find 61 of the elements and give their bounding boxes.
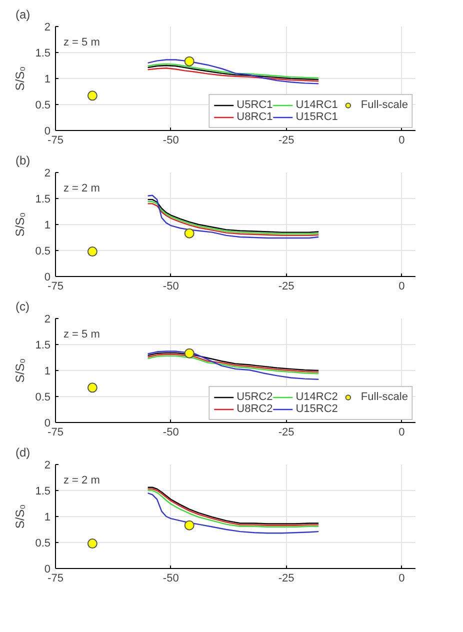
legend-label: U15RC1 [296, 111, 338, 123]
y-tick-label: 2 [44, 22, 51, 34]
y-tick-label: 2 [44, 460, 51, 472]
legend-label: U8RC1 [236, 111, 273, 123]
y-tick-label: 0 [44, 272, 51, 284]
legend-label: U5RC1 [236, 99, 273, 111]
y-tick-label: 1 [44, 512, 51, 524]
line-series [147, 492, 320, 534]
legend-label: Full-scale [360, 391, 408, 403]
y-tick-label: 1.5 [35, 486, 51, 498]
chart-title: (b) [16, 154, 30, 168]
x-tick-label: 0 [398, 280, 405, 292]
x-tick-label: -25 [278, 426, 294, 438]
x-tick-label: -75 [48, 572, 64, 584]
y-tick-label: 1 [44, 366, 51, 378]
y-axis-title: S/S₀ [13, 504, 28, 529]
chart-title: (c) [16, 300, 30, 314]
x-tick-label: -50 [162, 134, 179, 146]
y-tick-label: 1 [44, 220, 51, 232]
chart-title: (a) [16, 8, 30, 22]
annotation: z = 5 m [64, 36, 100, 48]
legend-label: U15RC2 [296, 403, 338, 415]
x-tick-label: -50 [162, 280, 179, 292]
y-tick-label: 0.5 [35, 538, 51, 550]
x-tick-label: -25 [278, 572, 294, 584]
x-tick-label: -25 [278, 280, 294, 292]
x-tick-label: 0 [398, 134, 405, 146]
y-tick-label: 0 [44, 564, 51, 576]
y-tick-label: 2 [44, 168, 51, 180]
legend-label: U14RC1 [296, 99, 338, 111]
y-tick-label: 0.5 [35, 100, 51, 112]
annotation: z = 2 m [64, 182, 100, 194]
y-tick-label: 0 [44, 126, 51, 138]
legend-label: Full-scale [360, 99, 408, 111]
x-tick-label: -50 [162, 572, 179, 584]
legend-label: U8RC2 [236, 403, 273, 415]
y-axis-title: S/S₀ [13, 212, 28, 237]
legend-label: U5RC2 [236, 391, 273, 403]
y-tick-label: 1.5 [35, 48, 51, 60]
legend-label: U14RC2 [296, 391, 338, 403]
y-tick-label: 0.5 [35, 392, 51, 404]
x-tick-label: 0 [398, 572, 405, 584]
y-axis-title: S/S₀ [13, 358, 28, 383]
line-series [147, 194, 320, 239]
x-tick-label: -75 [48, 426, 64, 438]
x-tick-label: -50 [162, 426, 179, 438]
y-tick-label: 1 [44, 74, 51, 86]
x-tick-label: -25 [278, 134, 294, 146]
y-tick-label: 0.5 [35, 246, 51, 258]
x-tick-label: -75 [48, 280, 64, 292]
x-tick-label: 0 [398, 426, 405, 438]
y-tick-label: 0 [44, 418, 51, 430]
annotation: z = 5 m [64, 328, 100, 340]
y-tick-label: 2 [44, 314, 51, 326]
y-tick-label: 1.5 [35, 194, 51, 206]
y-tick-label: 1.5 [35, 340, 51, 352]
annotation: z = 2 m [64, 474, 100, 486]
y-axis-title: S/S₀ [13, 66, 28, 91]
x-tick-label: -75 [48, 134, 64, 146]
line-series [147, 68, 320, 82]
chart-title: (d) [16, 446, 30, 460]
